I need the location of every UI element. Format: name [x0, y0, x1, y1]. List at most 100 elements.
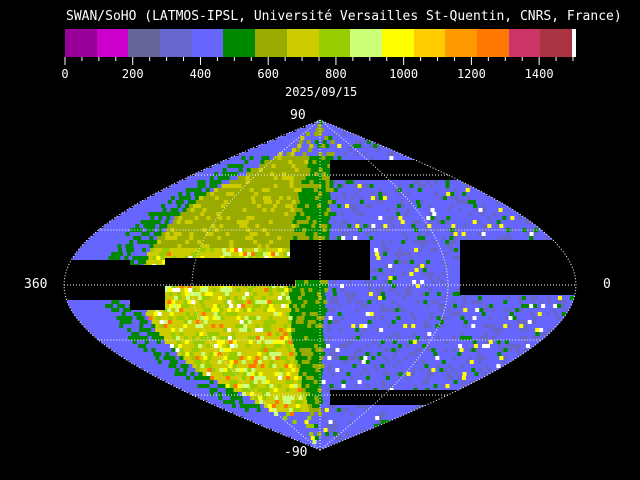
- map-pixel: [220, 212, 225, 217]
- map-pixel: [434, 216, 439, 221]
- map-pixel: [329, 236, 334, 241]
- map-pixel: [519, 308, 524, 313]
- map-pixel: [229, 296, 235, 301]
- map-pixel: [242, 208, 248, 213]
- map-pixel: [387, 332, 392, 337]
- map-pixel: [195, 324, 200, 329]
- map-pixel: [515, 300, 520, 305]
- map-pixel: [97, 312, 103, 317]
- map-pixel: [144, 316, 150, 321]
- map-pixel: [442, 228, 447, 233]
- map-pixel: [114, 248, 119, 253]
- map-pixel: [447, 320, 453, 325]
- map-pixel: [242, 172, 247, 177]
- map-pixel: [140, 220, 146, 225]
- map-pixel: [451, 332, 456, 337]
- map-pixel: [337, 180, 343, 185]
- map-pixel: [512, 316, 518, 321]
- map-pixel: [202, 196, 208, 201]
- map-pixel: [308, 220, 314, 225]
- map-pixel: [200, 212, 205, 217]
- map-pixel: [261, 232, 267, 237]
- map-pixel: [504, 212, 509, 217]
- map-pixel: [281, 204, 286, 209]
- map-pixel: [283, 252, 288, 257]
- map-pixel: [463, 320, 469, 325]
- map-pixel: [499, 320, 505, 325]
- map-pixel: [503, 324, 508, 329]
- map-pixel: [326, 192, 331, 197]
- colorbar-swatch: [413, 29, 446, 57]
- map-pixel: [354, 140, 360, 145]
- map-pixel: [480, 212, 485, 217]
- map-pixel: [242, 216, 247, 221]
- map-pixel: [445, 232, 451, 237]
- map-pixel: [526, 228, 531, 233]
- map-pixel: [105, 312, 111, 317]
- map-pixel: [340, 220, 346, 225]
- map-pixel: [243, 332, 248, 337]
- map-pixel: [509, 304, 514, 309]
- map-pixel: [384, 212, 389, 217]
- map-pixel: [159, 324, 164, 329]
- map-pixel: [166, 208, 172, 213]
- map-pixel: [199, 320, 205, 325]
- map-pixel: [391, 224, 396, 229]
- map-pixel: [123, 328, 128, 333]
- map-pixel: [330, 196, 336, 201]
- map-pixel: [253, 232, 259, 237]
- map-pixel: [387, 148, 393, 153]
- map-pixel: [307, 324, 312, 329]
- map-pixel: [211, 308, 216, 313]
- map-pixel: [304, 280, 309, 285]
- map-pixel: [178, 228, 183, 233]
- map-pixel: [373, 232, 379, 237]
- map-pixel: [335, 328, 340, 333]
- map-pixel: [242, 228, 247, 233]
- map-pixel: [489, 312, 495, 317]
- map-pixel: [354, 208, 360, 213]
- map-pixel: [201, 312, 207, 317]
- map-pixel: [182, 196, 188, 201]
- map-pixel: [324, 136, 329, 141]
- map-pixel: [318, 196, 324, 201]
- map-pixel: [113, 232, 119, 237]
- map-pixel: [101, 312, 107, 317]
- map-pixel: [159, 252, 164, 257]
- map-pixel: [419, 332, 424, 337]
- map-pixel: [202, 192, 207, 197]
- map-pixel: [105, 244, 110, 249]
- map-pixel: [192, 284, 197, 289]
- map-pixel: [72, 256, 77, 261]
- colorbar-tick-label: 600: [257, 67, 280, 81]
- map-pixel: [93, 240, 98, 245]
- map-pixel: [270, 196, 276, 201]
- map-pixel: [223, 224, 228, 229]
- map-pixel: [347, 200, 353, 205]
- map-pixel: [224, 212, 229, 217]
- map-pixel: [174, 208, 180, 213]
- map-pixel: [188, 220, 194, 225]
- map-pixel: [410, 216, 415, 221]
- map-pixel: [373, 240, 378, 245]
- map-pixel: [378, 216, 383, 221]
- map-pixel: [179, 332, 184, 337]
- map-pixel: [281, 244, 286, 249]
- map-pixel: [266, 168, 272, 173]
- map-pixel: [216, 288, 221, 293]
- map-pixel: [272, 316, 278, 321]
- map-pixel: [397, 312, 403, 317]
- map-pixel: [501, 232, 507, 237]
- map-pixel: [428, 276, 434, 281]
- map-pixel: [422, 248, 427, 253]
- map-pixel: [359, 308, 364, 313]
- map-pixel: [275, 252, 280, 257]
- map-pixel: [344, 288, 349, 293]
- map-pixel: [445, 244, 450, 249]
- map-pixel: [520, 220, 526, 225]
- map-pixel: [279, 308, 284, 313]
- map-pixel: [475, 224, 480, 229]
- map-pixel: [234, 216, 239, 221]
- map-pixel: [421, 236, 426, 241]
- colorbar-tick-label: 200: [121, 67, 144, 81]
